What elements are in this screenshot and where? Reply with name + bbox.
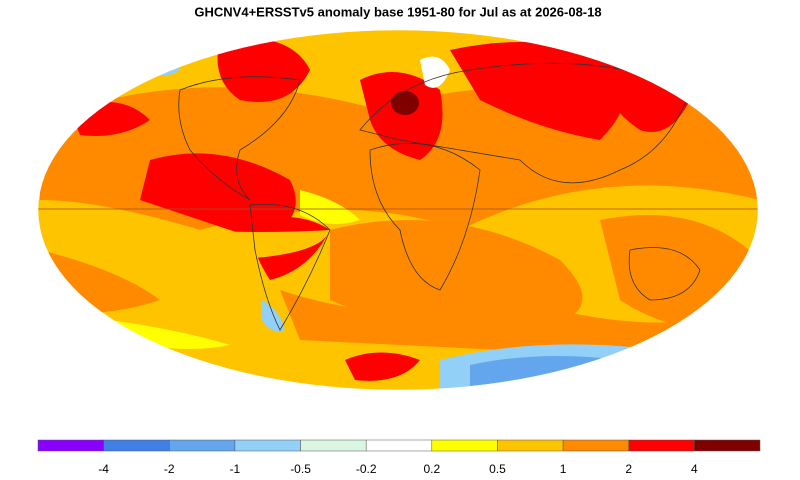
- legend-label: -1: [230, 462, 241, 476]
- legend-swatch: [37, 439, 104, 452]
- legend-swatch: [234, 439, 301, 452]
- map-border: [37, 29, 759, 391]
- map-title: GHCNV4+ERSSTv5 anomaly base 1951-80 for …: [194, 4, 601, 19]
- legend-swatch: [169, 439, 236, 452]
- legend-swatch: [562, 439, 629, 452]
- legend-label: -0.2: [356, 462, 377, 476]
- legend-label: 2: [625, 462, 632, 476]
- legend-swatch: [628, 439, 695, 452]
- legend-swatch: [431, 439, 498, 452]
- legend-label: 0.2: [423, 462, 440, 476]
- legend-swatch: [694, 439, 761, 452]
- legend-label: -4: [98, 462, 109, 476]
- legend-label: -0.5: [290, 462, 311, 476]
- legend-label: -2: [164, 462, 175, 476]
- legend-swatch: [365, 439, 433, 452]
- legend-swatch: [300, 439, 367, 452]
- legend-swatch: [497, 439, 564, 452]
- color-legend: -4 -2 -1 -0.5 -0.2 0.2 0.5 1 2 4: [37, 439, 761, 476]
- legend-label: 4: [691, 462, 698, 476]
- legend-label: 1: [560, 462, 567, 476]
- legend-swatch: [103, 439, 170, 452]
- legend-label: 0.5: [489, 462, 506, 476]
- anomaly-map: [38, 30, 758, 390]
